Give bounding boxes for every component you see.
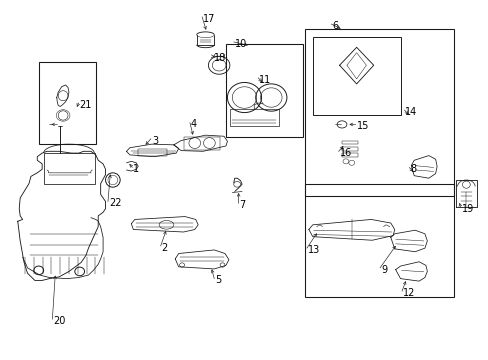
- Text: 8: 8: [409, 164, 416, 174]
- Bar: [138, 149, 167, 156]
- Text: 9: 9: [380, 265, 386, 275]
- Text: 21: 21: [80, 100, 92, 110]
- Bar: [341, 147, 357, 150]
- Bar: [312, 37, 400, 116]
- Text: 19: 19: [461, 204, 473, 214]
- Bar: [305, 30, 453, 196]
- Text: 14: 14: [405, 107, 417, 117]
- Bar: [39, 62, 96, 144]
- Bar: [225, 44, 303, 137]
- Text: 13: 13: [307, 245, 320, 255]
- Bar: [43, 153, 95, 184]
- Text: 15: 15: [356, 121, 368, 131]
- Text: 4: 4: [190, 120, 197, 129]
- Text: 22: 22: [109, 198, 121, 208]
- Text: 20: 20: [53, 316, 65, 325]
- Text: 6: 6: [331, 21, 338, 31]
- Text: 12: 12: [402, 288, 414, 298]
- Text: 2: 2: [161, 243, 167, 253]
- Text: 7: 7: [239, 200, 245, 210]
- Text: 3: 3: [152, 136, 158, 145]
- Bar: [341, 140, 357, 144]
- Text: 1: 1: [133, 164, 139, 174]
- Text: 17: 17: [203, 14, 215, 24]
- Text: 16: 16: [339, 148, 351, 158]
- Text: 10: 10: [234, 39, 246, 49]
- Bar: [229, 109, 278, 126]
- Text: 5: 5: [215, 275, 221, 285]
- Text: 18: 18: [214, 53, 226, 63]
- Bar: [305, 184, 453, 297]
- Bar: [183, 137, 220, 149]
- Text: 11: 11: [259, 75, 271, 85]
- Bar: [341, 153, 357, 157]
